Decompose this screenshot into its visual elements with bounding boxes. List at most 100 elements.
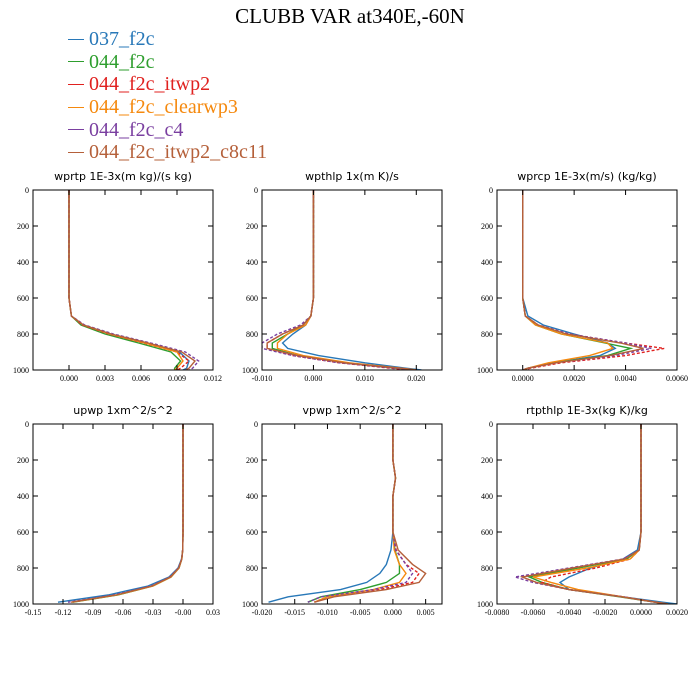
panel-title: upwp 1xm^2/s^2 (73, 404, 173, 417)
y-tick-label: 600 (481, 294, 493, 303)
series-line (314, 424, 421, 603)
y-tick-label: 400 (17, 258, 29, 267)
y-tick-label: 0 (25, 420, 29, 429)
plot-frame (32, 189, 214, 371)
y-tick-label: 400 (17, 492, 29, 501)
y-tick-label: 600 (17, 294, 29, 303)
series-line (271, 190, 417, 370)
plot-panel: rtpthlp 1E-3x(kg K)/kg 0 200 400 600 800 1000-… (477, 404, 688, 617)
legend-label: 044_f2c_clearwp3 (89, 96, 238, 119)
y-tick-label: 1000 (477, 366, 493, 375)
y-tick-label: 400 (246, 258, 258, 267)
plot-frame (261, 423, 443, 605)
legend-swatch (68, 61, 84, 63)
y-tick-label: 1000 (477, 600, 493, 609)
panel-title: wpthlp 1x(m K)/s (305, 170, 399, 183)
series-line (307, 424, 401, 603)
legend-item: 044_f2c_itwp2_c8c11 (68, 141, 267, 164)
x-tick-label: -0.010 (252, 374, 273, 383)
series-line (67, 424, 184, 603)
series-line (558, 424, 677, 604)
figure-title: CLUBB VAR at340E,-60N (235, 4, 465, 28)
series-line (68, 190, 191, 370)
y-tick-label: 600 (17, 528, 29, 537)
x-tick-label: 0.006 (132, 374, 150, 383)
y-tick-label: 1000 (242, 366, 258, 375)
y-tick-label: 800 (481, 564, 493, 573)
series-line (522, 190, 665, 370)
plot-panel: wprtp 1E-3x(m kg)/(s kg) 0 200 400 600 800 100… (13, 170, 222, 383)
y-tick-label: 800 (17, 330, 29, 339)
series-line (522, 190, 617, 370)
x-tick-label: 0.010 (356, 374, 374, 383)
plot-frame (261, 189, 443, 371)
legend-label: 037_f2c (89, 28, 155, 51)
series-line (68, 190, 197, 370)
x-tick-label: -0.020 (252, 608, 273, 617)
y-tick-label: 200 (481, 222, 493, 231)
series-line (522, 190, 652, 370)
series-line (514, 424, 669, 604)
x-tick-label: -0.15 (25, 608, 42, 617)
y-tick-label: 200 (17, 222, 29, 231)
x-tick-label: -0.12 (55, 608, 72, 617)
y-tick-label: 1000 (13, 366, 29, 375)
y-tick-label: 0 (25, 186, 29, 195)
legend-item: 044_f2c_itwp2 (68, 73, 267, 96)
plot-frame (32, 423, 214, 605)
legend-swatch (68, 151, 84, 153)
y-tick-label: 600 (481, 528, 493, 537)
x-tick-label: -0.03 (145, 608, 162, 617)
legend-label: 044_f2c_itwp2_c8c11 (89, 141, 268, 164)
panel-title: vpwp 1xm^2/s^2 (302, 404, 401, 417)
series-line (266, 190, 412, 370)
series-line (68, 190, 200, 370)
x-tick-label: -0.06 (115, 608, 132, 617)
y-tick-label: 800 (17, 564, 29, 573)
x-tick-label: 0.0040 (615, 374, 637, 383)
series-line (519, 424, 669, 604)
x-tick-label: -0.005 (350, 608, 371, 617)
y-tick-label: 1000 (242, 600, 258, 609)
series-line (70, 424, 184, 603)
y-tick-label: 400 (481, 492, 493, 501)
x-tick-label: 0.012 (204, 374, 222, 383)
y-tick-label: 200 (481, 456, 493, 465)
y-tick-label: 600 (246, 294, 258, 303)
series-line (266, 190, 417, 370)
x-tick-label: -0.015 (284, 608, 305, 617)
panel-title: wprtp 1E-3x(m kg)/(s kg) (54, 170, 192, 183)
y-tick-label: 0 (254, 186, 258, 195)
series-line (68, 190, 182, 370)
y-tick-label: 200 (246, 222, 258, 231)
x-tick-label: 0.000 (384, 608, 402, 617)
series-line (71, 424, 184, 603)
x-tick-label: 0.020 (407, 374, 425, 383)
legend-label: 044_f2c_itwp2 (89, 73, 211, 96)
x-tick-label: 0.000 (60, 374, 78, 383)
plot-panel: vpwp 1xm^2/s^2 0 200 400 600 800 1000-0.020 -0.… (242, 404, 443, 617)
legend-item: 037_f2c (68, 28, 267, 51)
x-tick-label: 0.0000 (512, 374, 534, 383)
series-line (540, 424, 669, 604)
series-line (281, 190, 422, 370)
x-tick-label: -0.00 (175, 608, 192, 617)
x-tick-label: 0.005 (417, 608, 435, 617)
x-tick-label: 0.009 (168, 374, 186, 383)
legend-item: 044_f2c (68, 51, 267, 74)
x-tick-label: 0.0020 (563, 374, 585, 383)
plot-frame (496, 423, 678, 605)
x-tick-label: -0.0080 (485, 608, 510, 617)
legend: 037_f2c 044_f2c 044_f2c_itwp2 044_f2c_clear… (68, 28, 267, 164)
y-tick-label: 400 (481, 258, 493, 267)
y-tick-label: 600 (246, 528, 258, 537)
series-line (314, 424, 427, 603)
y-tick-label: 800 (246, 330, 258, 339)
panel-title: rtpthlp 1E-3x(kg K)/kg (526, 404, 648, 417)
y-tick-label: 0 (489, 420, 493, 429)
plot-panel: wpthlp 1x(m K)/s 0 200 400 600 800 1000-0.010 0… (242, 170, 443, 383)
series-line (57, 424, 184, 603)
series-line (522, 190, 614, 370)
x-tick-label: 0.0000 (630, 608, 652, 617)
x-tick-label: 0.003 (96, 374, 114, 383)
